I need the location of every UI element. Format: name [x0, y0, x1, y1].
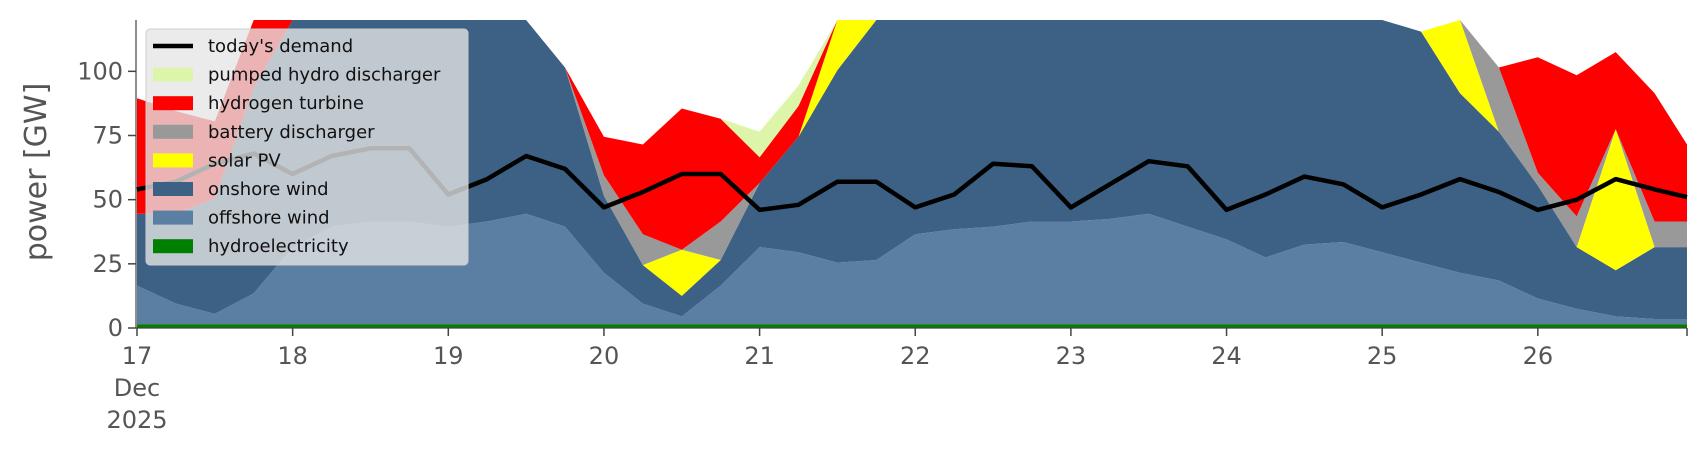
- legend-label: solar PV: [208, 150, 281, 171]
- stacked-area-layer: [137, 20, 1687, 328]
- x-tick-sublabel: Dec: [114, 374, 160, 402]
- legend-swatch: [153, 182, 193, 196]
- x-tick-label: 21: [744, 342, 775, 370]
- legend-box: [145, 28, 469, 266]
- x-tick-label: 19: [433, 342, 464, 370]
- x-tick-label: 24: [1211, 342, 1242, 370]
- legend-swatch: [153, 239, 193, 254]
- legend-label: hydrogen turbine: [208, 93, 364, 114]
- legend-label: hydroelectricity: [208, 236, 349, 257]
- x-tick-label: 23: [1056, 342, 1087, 370]
- legend-swatch: [153, 153, 193, 168]
- x-tick-label: 17: [122, 342, 153, 370]
- y-tick-label: 100: [77, 57, 123, 85]
- x-tick-label: 26: [1523, 342, 1554, 370]
- y-tick-label: 0: [108, 314, 123, 342]
- series-area-onshore-wind: [137, 20, 1687, 319]
- legend-label: battery discharger: [208, 122, 375, 143]
- y-axis-label: power [GW]: [19, 83, 54, 262]
- y-tick-label: 50: [92, 186, 123, 214]
- legend-swatch: [153, 67, 193, 82]
- axes-layer: 0 25 50 75 100 17 18 19 20 21 22 23 24 25 26 Dec 2025: [77, 20, 1688, 434]
- x-tick-sublabel: 2025: [106, 406, 167, 434]
- legend-label: offshore wind: [208, 208, 330, 229]
- x-tick-label: 22: [900, 342, 931, 370]
- legend-swatch: [153, 210, 193, 225]
- legend-label: today's demand: [208, 36, 353, 57]
- x-tick-label: 18: [277, 342, 308, 370]
- series-area-offshore-wind: [137, 213, 1687, 325]
- x-tick-label: 20: [589, 342, 620, 370]
- legend-swatch: [153, 124, 193, 139]
- x-tick-label: 25: [1367, 342, 1398, 370]
- legend: today's demand pumped hydro discharger hyd…: [145, 28, 469, 266]
- legend-label: onshore wind: [208, 179, 329, 200]
- series-area-hydroelectricity: [137, 324, 1687, 328]
- legend-swatch: [153, 96, 193, 111]
- y-tick-label: 25: [92, 250, 123, 278]
- legend-label: pumped hydro discharger: [208, 65, 441, 86]
- y-tick-label: 75: [92, 122, 123, 150]
